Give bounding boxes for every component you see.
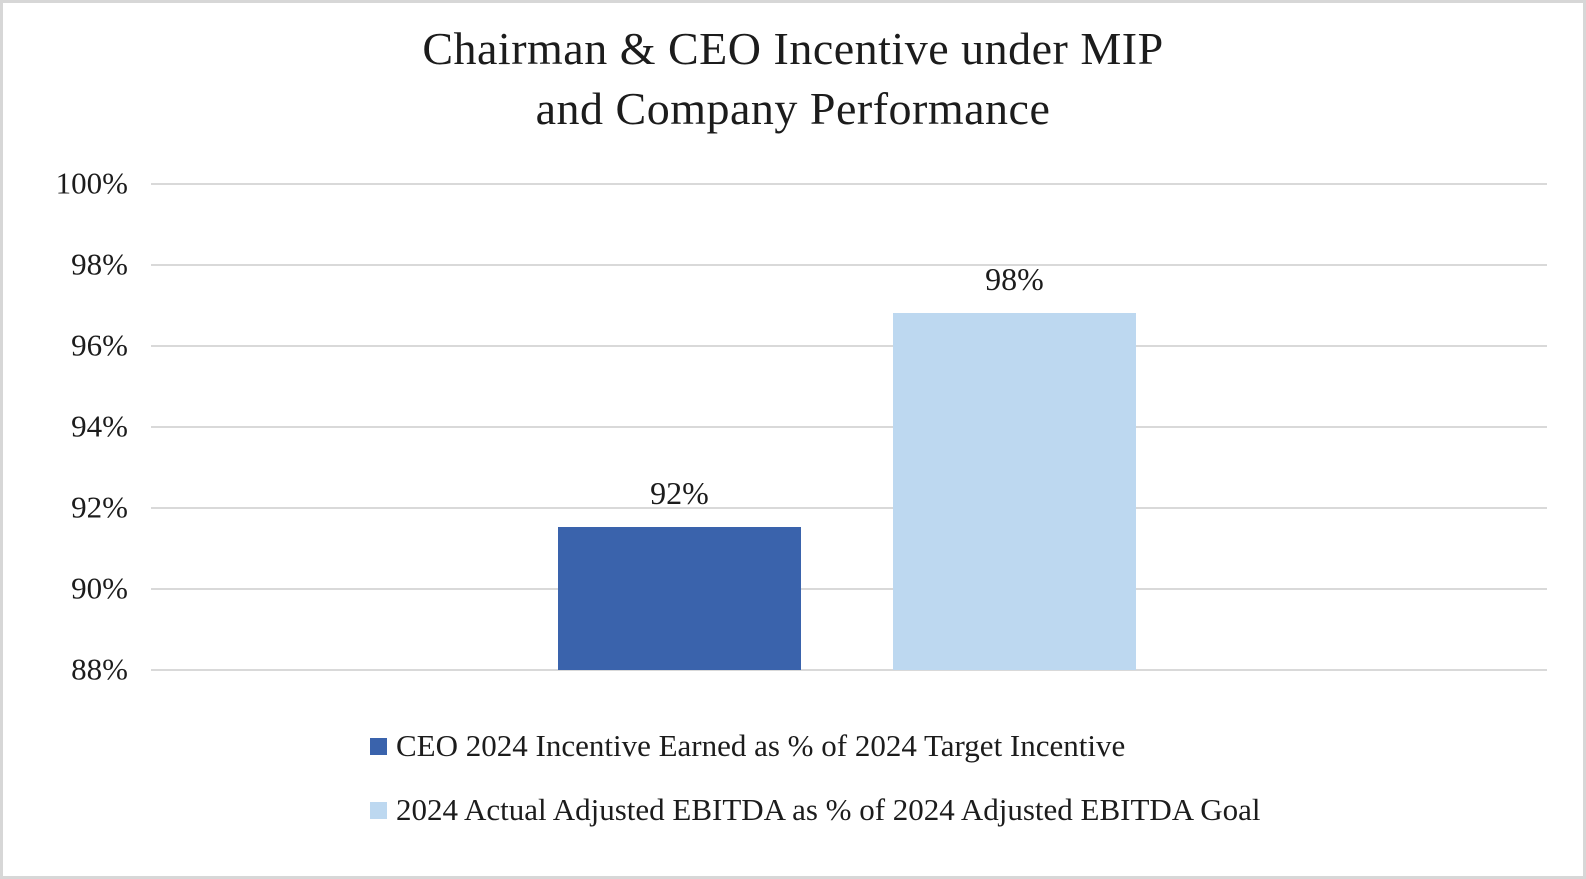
- gridline: [151, 426, 1547, 428]
- legend-swatch-dark-blue-icon: [370, 737, 387, 755]
- legend-swatch-light-blue-icon: [370, 801, 387, 819]
- y-axis-tick-label: 100%: [55, 165, 128, 201]
- legend-label: CEO 2024 Incentive Earned as % of 2024 T…: [396, 728, 1126, 763]
- gridline: [151, 344, 1547, 347]
- data-label-adjusted-ebitda: 98%: [985, 261, 1044, 298]
- chart-title-line-2: and Company Performance: [535, 83, 1051, 134]
- gridline: [151, 588, 1547, 590]
- legend: CEO 2024 Incentive Earned as % of 2024 T…: [370, 728, 1260, 828]
- y-axis-tick-label: 94%: [71, 408, 128, 444]
- y-axis-tick-label: 98%: [71, 246, 128, 282]
- y-axis-tick-label: 90%: [71, 570, 128, 606]
- legend-label: 2024 Actual Adjusted EBITDA as % of 2024…: [396, 792, 1261, 827]
- data-label-ceo-incentive: 92%: [650, 475, 709, 512]
- bar-adjusted-ebitda: [893, 313, 1136, 670]
- y-axis-tick-label: 96%: [71, 327, 128, 363]
- bar-ceo-incentive: [558, 527, 801, 670]
- gridline: [151, 263, 1547, 266]
- chart-title: Chairman & CEO Incentive under MIP and C…: [3, 19, 1583, 139]
- gridline: [151, 669, 1547, 671]
- y-axis-tick-label: 88%: [71, 651, 128, 687]
- legend-entry-ceo-incentive: CEO 2024 Incentive Earned as % of 2024 T…: [370, 728, 1260, 764]
- plot-area: 92% 98% 100% 98% 96% 94% 92% 90% 88%: [56, 165, 1547, 686]
- legend-entry-adjusted-ebitda: 2024 Actual Adjusted EBITDA as % of 2024…: [370, 792, 1260, 828]
- y-axis-tick-label: 92%: [71, 489, 128, 525]
- gridline: [151, 506, 1547, 509]
- gridline: [151, 183, 1547, 185]
- chart-title-line-1: Chairman & CEO Incentive under MIP: [422, 23, 1164, 74]
